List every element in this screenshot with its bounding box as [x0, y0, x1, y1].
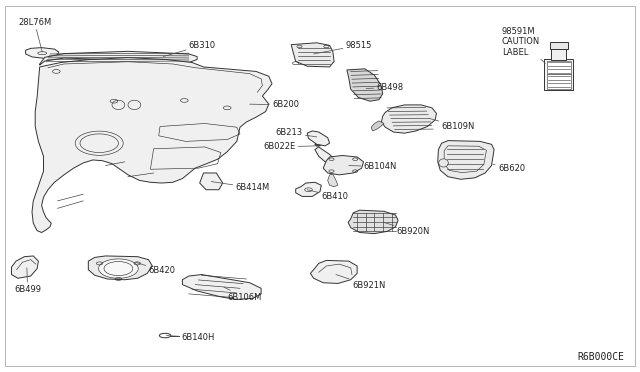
- Polygon shape: [307, 131, 330, 146]
- FancyBboxPatch shape: [547, 61, 571, 74]
- Text: 6B310: 6B310: [163, 41, 216, 57]
- Text: 98515: 98515: [314, 41, 372, 54]
- Text: 6B620: 6B620: [493, 164, 525, 173]
- Ellipse shape: [439, 159, 448, 167]
- Text: 6B499: 6B499: [14, 268, 41, 294]
- Text: 6B200: 6B200: [250, 100, 299, 109]
- Text: 6B498: 6B498: [366, 83, 403, 92]
- FancyBboxPatch shape: [547, 74, 571, 89]
- FancyBboxPatch shape: [550, 42, 568, 49]
- Polygon shape: [371, 121, 384, 131]
- Polygon shape: [26, 48, 59, 58]
- Text: R6B000CE: R6B000CE: [577, 352, 624, 362]
- Text: 6B140H: 6B140H: [166, 333, 215, 342]
- Polygon shape: [381, 105, 436, 133]
- Text: 6B410: 6B410: [307, 190, 348, 201]
- Text: 28L76M: 28L76M: [18, 18, 51, 52]
- Text: 6B414M: 6B414M: [211, 182, 270, 192]
- Text: 6B022E: 6B022E: [264, 142, 318, 151]
- FancyBboxPatch shape: [551, 48, 566, 60]
- Polygon shape: [88, 256, 152, 280]
- Polygon shape: [348, 210, 398, 234]
- Polygon shape: [347, 69, 383, 101]
- Text: 6B213: 6B213: [276, 128, 317, 137]
- Polygon shape: [182, 275, 261, 299]
- Text: 6B921N: 6B921N: [336, 275, 385, 290]
- Text: 6B104N: 6B104N: [349, 162, 397, 171]
- Polygon shape: [200, 173, 223, 190]
- Text: 6B420: 6B420: [136, 262, 175, 275]
- Polygon shape: [315, 147, 336, 164]
- Polygon shape: [328, 174, 338, 187]
- FancyBboxPatch shape: [544, 59, 573, 90]
- Text: 6B106M: 6B106M: [224, 287, 262, 302]
- Polygon shape: [12, 256, 38, 278]
- Polygon shape: [296, 182, 321, 196]
- Polygon shape: [291, 43, 334, 67]
- Polygon shape: [32, 58, 272, 232]
- Text: 98591M
CAUTION
LABEL: 98591M CAUTION LABEL: [502, 27, 545, 63]
- Polygon shape: [40, 51, 197, 65]
- Text: 6B920N: 6B920N: [384, 222, 430, 236]
- Ellipse shape: [315, 142, 321, 146]
- Polygon shape: [438, 141, 494, 179]
- Text: 6B109N: 6B109N: [429, 118, 475, 131]
- Ellipse shape: [99, 259, 138, 278]
- Polygon shape: [323, 155, 364, 175]
- Polygon shape: [310, 260, 357, 283]
